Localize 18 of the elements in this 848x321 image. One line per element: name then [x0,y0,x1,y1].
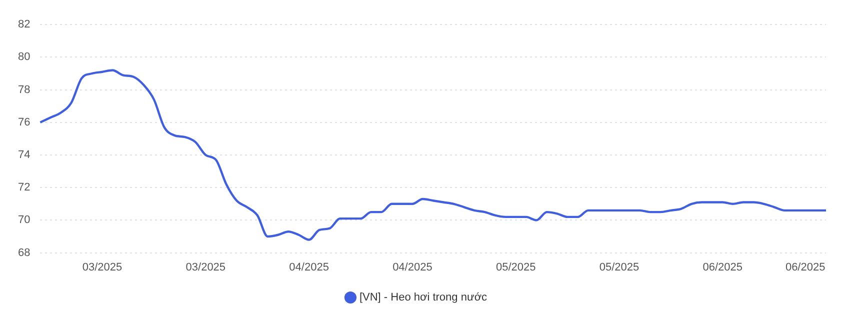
y-tick-label: 76 [18,116,30,128]
x-tick-label: 04/2025 [392,261,432,274]
y-tick-label: 78 [18,84,30,96]
x-tick-label: 06/2025 [702,261,742,274]
y-tick-label: 82 [18,18,30,31]
x-tick-label: 06/2025 [785,261,826,274]
x-tick-label: 05/2025 [599,261,640,274]
y-tick-label: 72 [18,182,30,194]
x-tick-label: 04/2025 [289,261,329,274]
y-tick-label: 74 [18,149,30,162]
x-tick-label: 03/2025 [186,261,226,274]
y-tick-label: 80 [18,51,30,64]
x-tick-label: 03/2025 [82,261,122,274]
y-tick-label: 70 [18,214,30,226]
line-series [39,69,828,241]
legend-label: [VN] - Heo hơi trong nước [359,292,488,304]
x-tick-label: 05/2025 [496,261,536,274]
y-tick-label: 68 [18,246,30,259]
